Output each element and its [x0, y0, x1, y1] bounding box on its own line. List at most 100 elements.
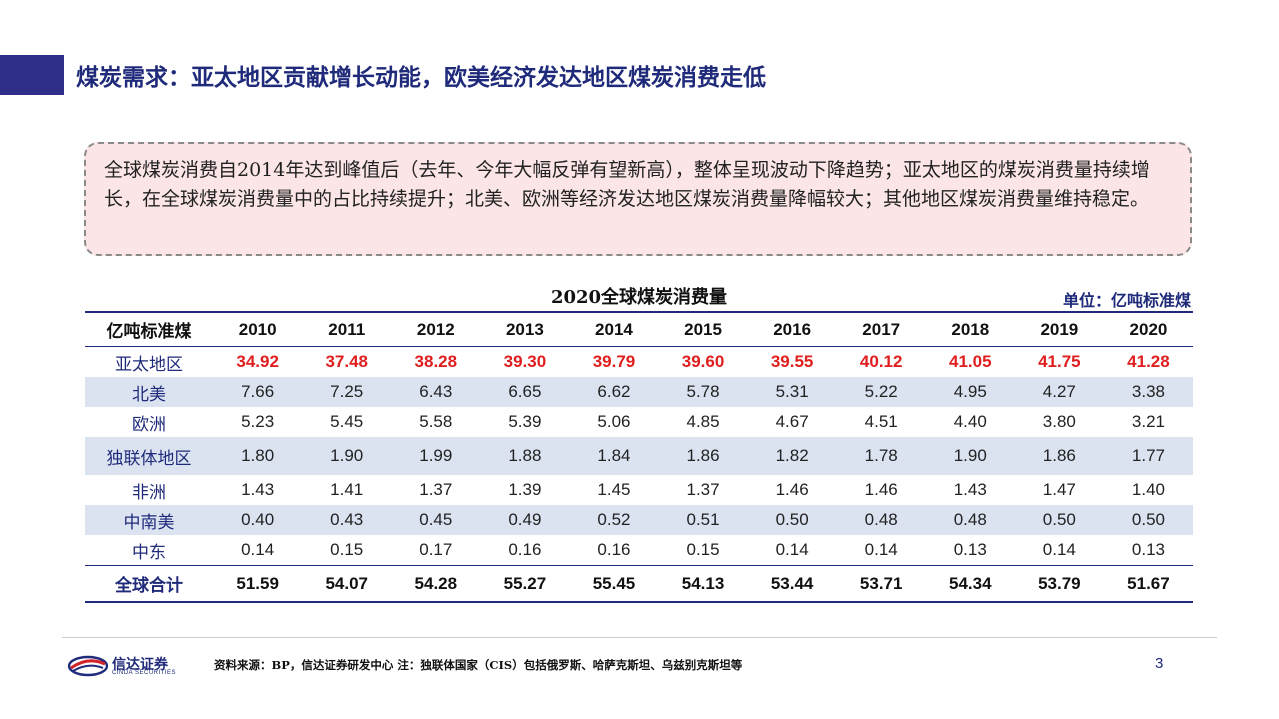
logo-name: 信达证券 — [112, 657, 168, 673]
table-cell: 54.28 — [391, 565, 481, 603]
table-cell: 1.46 — [864, 480, 898, 499]
table-cell: 5.31 — [747, 377, 837, 407]
table-unit: 单位：亿吨标准煤 — [1062, 291, 1191, 310]
year-header: 2019 — [1014, 313, 1104, 347]
table-cell: 0.14 — [864, 540, 898, 559]
coal-consumption-table-section: 2020全球煤炭消费量 单位：亿吨标准煤 亿吨标准煤 2010 2011 201… — [85, 281, 1193, 603]
year-header: 2016 — [747, 313, 837, 347]
table-cell: 0.16 — [508, 540, 542, 559]
year-header: 2017 — [836, 313, 926, 347]
table-cell: 39.30 — [503, 352, 547, 371]
table-cell: 1.43 — [241, 480, 275, 499]
table-cell: 53.71 — [836, 565, 926, 603]
table-cell: 41.75 — [1038, 352, 1081, 371]
table-cell: 0.14 — [1042, 540, 1076, 559]
table-header: 2020全球煤炭消费量 单位：亿吨标准煤 — [85, 281, 1193, 313]
region-label: 中东 — [132, 542, 167, 563]
table-cell: 4.40 — [953, 412, 987, 431]
table-cell: 53.44 — [747, 565, 837, 603]
table-cell: 1.37 — [419, 480, 453, 499]
table-cell: 34.92 — [236, 352, 279, 371]
table-cell: 38.28 — [414, 352, 458, 371]
table-cell: 0.49 — [480, 505, 570, 535]
table-cell: 37.48 — [325, 352, 368, 371]
table-cell: 5.45 — [330, 412, 364, 431]
table-row-global-total: 全球合计 51.59 54.07 54.28 55.27 55.45 54.13… — [85, 565, 1193, 603]
summary-box: 全球煤炭消费自2014年达到峰值后（去年、今年大幅反弹有望新高），整体呈现波动下… — [84, 142, 1192, 256]
year-header: 2010 — [213, 313, 303, 347]
table-row-cis: 独联体地区 1.80 1.90 1.99 1.88 1.84 1.86 1.82… — [85, 437, 1193, 475]
table-cell: 0.15 — [686, 540, 720, 559]
region-label: 北美 — [85, 377, 214, 407]
region-label: 欧洲 — [132, 414, 167, 435]
table-cell: 54.34 — [925, 565, 1015, 603]
table-cell: 0.52 — [569, 505, 659, 535]
year-header: 2012 — [391, 313, 481, 347]
table-cell: 40.12 — [859, 352, 903, 371]
table-cell: 54.07 — [302, 565, 392, 603]
corner-label: 亿吨标准煤 — [85, 313, 214, 347]
cinda-logo-mark-icon — [68, 655, 108, 677]
table-cell: 55.45 — [569, 565, 659, 603]
summary-text: 全球煤炭消费自2014年达到峰值后（去年、今年大幅反弹有望新高），整体呈现波动下… — [104, 159, 1150, 210]
table-cell: 0.40 — [213, 505, 303, 535]
year-header: 2011 — [302, 313, 392, 347]
table-cell: 1.45 — [597, 480, 631, 499]
table-cell: 41.05 — [949, 352, 992, 371]
region-label: 独联体地区 — [85, 437, 214, 475]
table-row-middle-east: 中东 0.14 0.15 0.17 0.16 0.16 0.15 0.14 0.… — [85, 535, 1193, 566]
table-cell: 0.16 — [597, 540, 631, 559]
table-header-row: 亿吨标准煤 2010 2011 2012 2013 2014 2015 2016… — [85, 313, 1193, 347]
table-row-europe: 欧洲 5.23 5.45 5.58 5.39 5.06 4.85 4.67 4.… — [85, 407, 1193, 437]
table-cell: 4.95 — [925, 377, 1015, 407]
table-cell: 51.67 — [1103, 565, 1193, 603]
table-cell: 39.55 — [770, 352, 814, 371]
table-cell: 0.14 — [775, 540, 809, 559]
table-cell: 0.51 — [658, 505, 748, 535]
title-accent-block — [0, 55, 64, 95]
table-cell: 1.77 — [1103, 437, 1193, 475]
table-cell: 5.22 — [836, 377, 926, 407]
table-cell: 53.79 — [1014, 565, 1104, 603]
table-row-north-america: 北美 7.66 7.25 6.43 6.65 6.62 5.78 5.31 5.… — [85, 377, 1193, 407]
table-cell: 1.88 — [480, 437, 570, 475]
table-cell: 1.39 — [508, 480, 542, 499]
region-label: 中南美 — [85, 505, 214, 535]
table-cell: 3.80 — [1042, 412, 1076, 431]
footer-divider — [62, 637, 1217, 638]
year-header: 2018 — [925, 313, 1015, 347]
table-cell: 0.50 — [1103, 505, 1193, 535]
table-row-asia-pacific: 亚太地区 34.92 37.48 38.28 39.30 39.79 39.60… — [85, 347, 1193, 378]
table-cell: 1.43 — [953, 480, 987, 499]
table-cell: 4.51 — [864, 412, 898, 431]
table-cell: 1.90 — [302, 437, 392, 475]
table-cell: 1.46 — [775, 480, 809, 499]
table-cell: 1.86 — [1014, 437, 1104, 475]
table-cell: 6.62 — [569, 377, 659, 407]
table-cell: 51.59 — [213, 565, 303, 603]
page-number: 3 — [1155, 655, 1164, 672]
table-cell: 39.79 — [592, 352, 636, 371]
table-cell: 41.28 — [1127, 352, 1170, 371]
table-cell: 0.13 — [953, 540, 987, 559]
table-cell: 1.90 — [925, 437, 1015, 475]
table-cell: 5.23 — [241, 412, 275, 431]
table-cell: 4.67 — [775, 412, 809, 431]
table-cell: 39.60 — [681, 352, 725, 371]
table-row-south-central-america: 中南美 0.40 0.43 0.45 0.49 0.52 0.51 0.50 0… — [85, 505, 1193, 535]
table-cell: 54.13 — [658, 565, 748, 603]
table-cell: 5.06 — [597, 412, 631, 431]
table-cell: 0.14 — [241, 540, 275, 559]
table-cell: 1.41 — [330, 480, 364, 499]
table-cell: 1.47 — [1042, 480, 1076, 499]
source-note: 资料来源：BP，信达证券研发中心 注：独联体国家（CIS）包括俄罗斯、哈萨克斯坦… — [214, 658, 743, 672]
table-cell: 55.27 — [480, 565, 570, 603]
table-cell: 7.66 — [213, 377, 303, 407]
table-cell: 1.84 — [569, 437, 659, 475]
table-cell: 0.17 — [419, 540, 453, 559]
table-cell: 5.78 — [658, 377, 748, 407]
table-cell: 3.38 — [1103, 377, 1193, 407]
table-cell: 6.43 — [391, 377, 481, 407]
year-header: 2020 — [1103, 313, 1193, 347]
table-cell: 0.13 — [1131, 540, 1165, 559]
